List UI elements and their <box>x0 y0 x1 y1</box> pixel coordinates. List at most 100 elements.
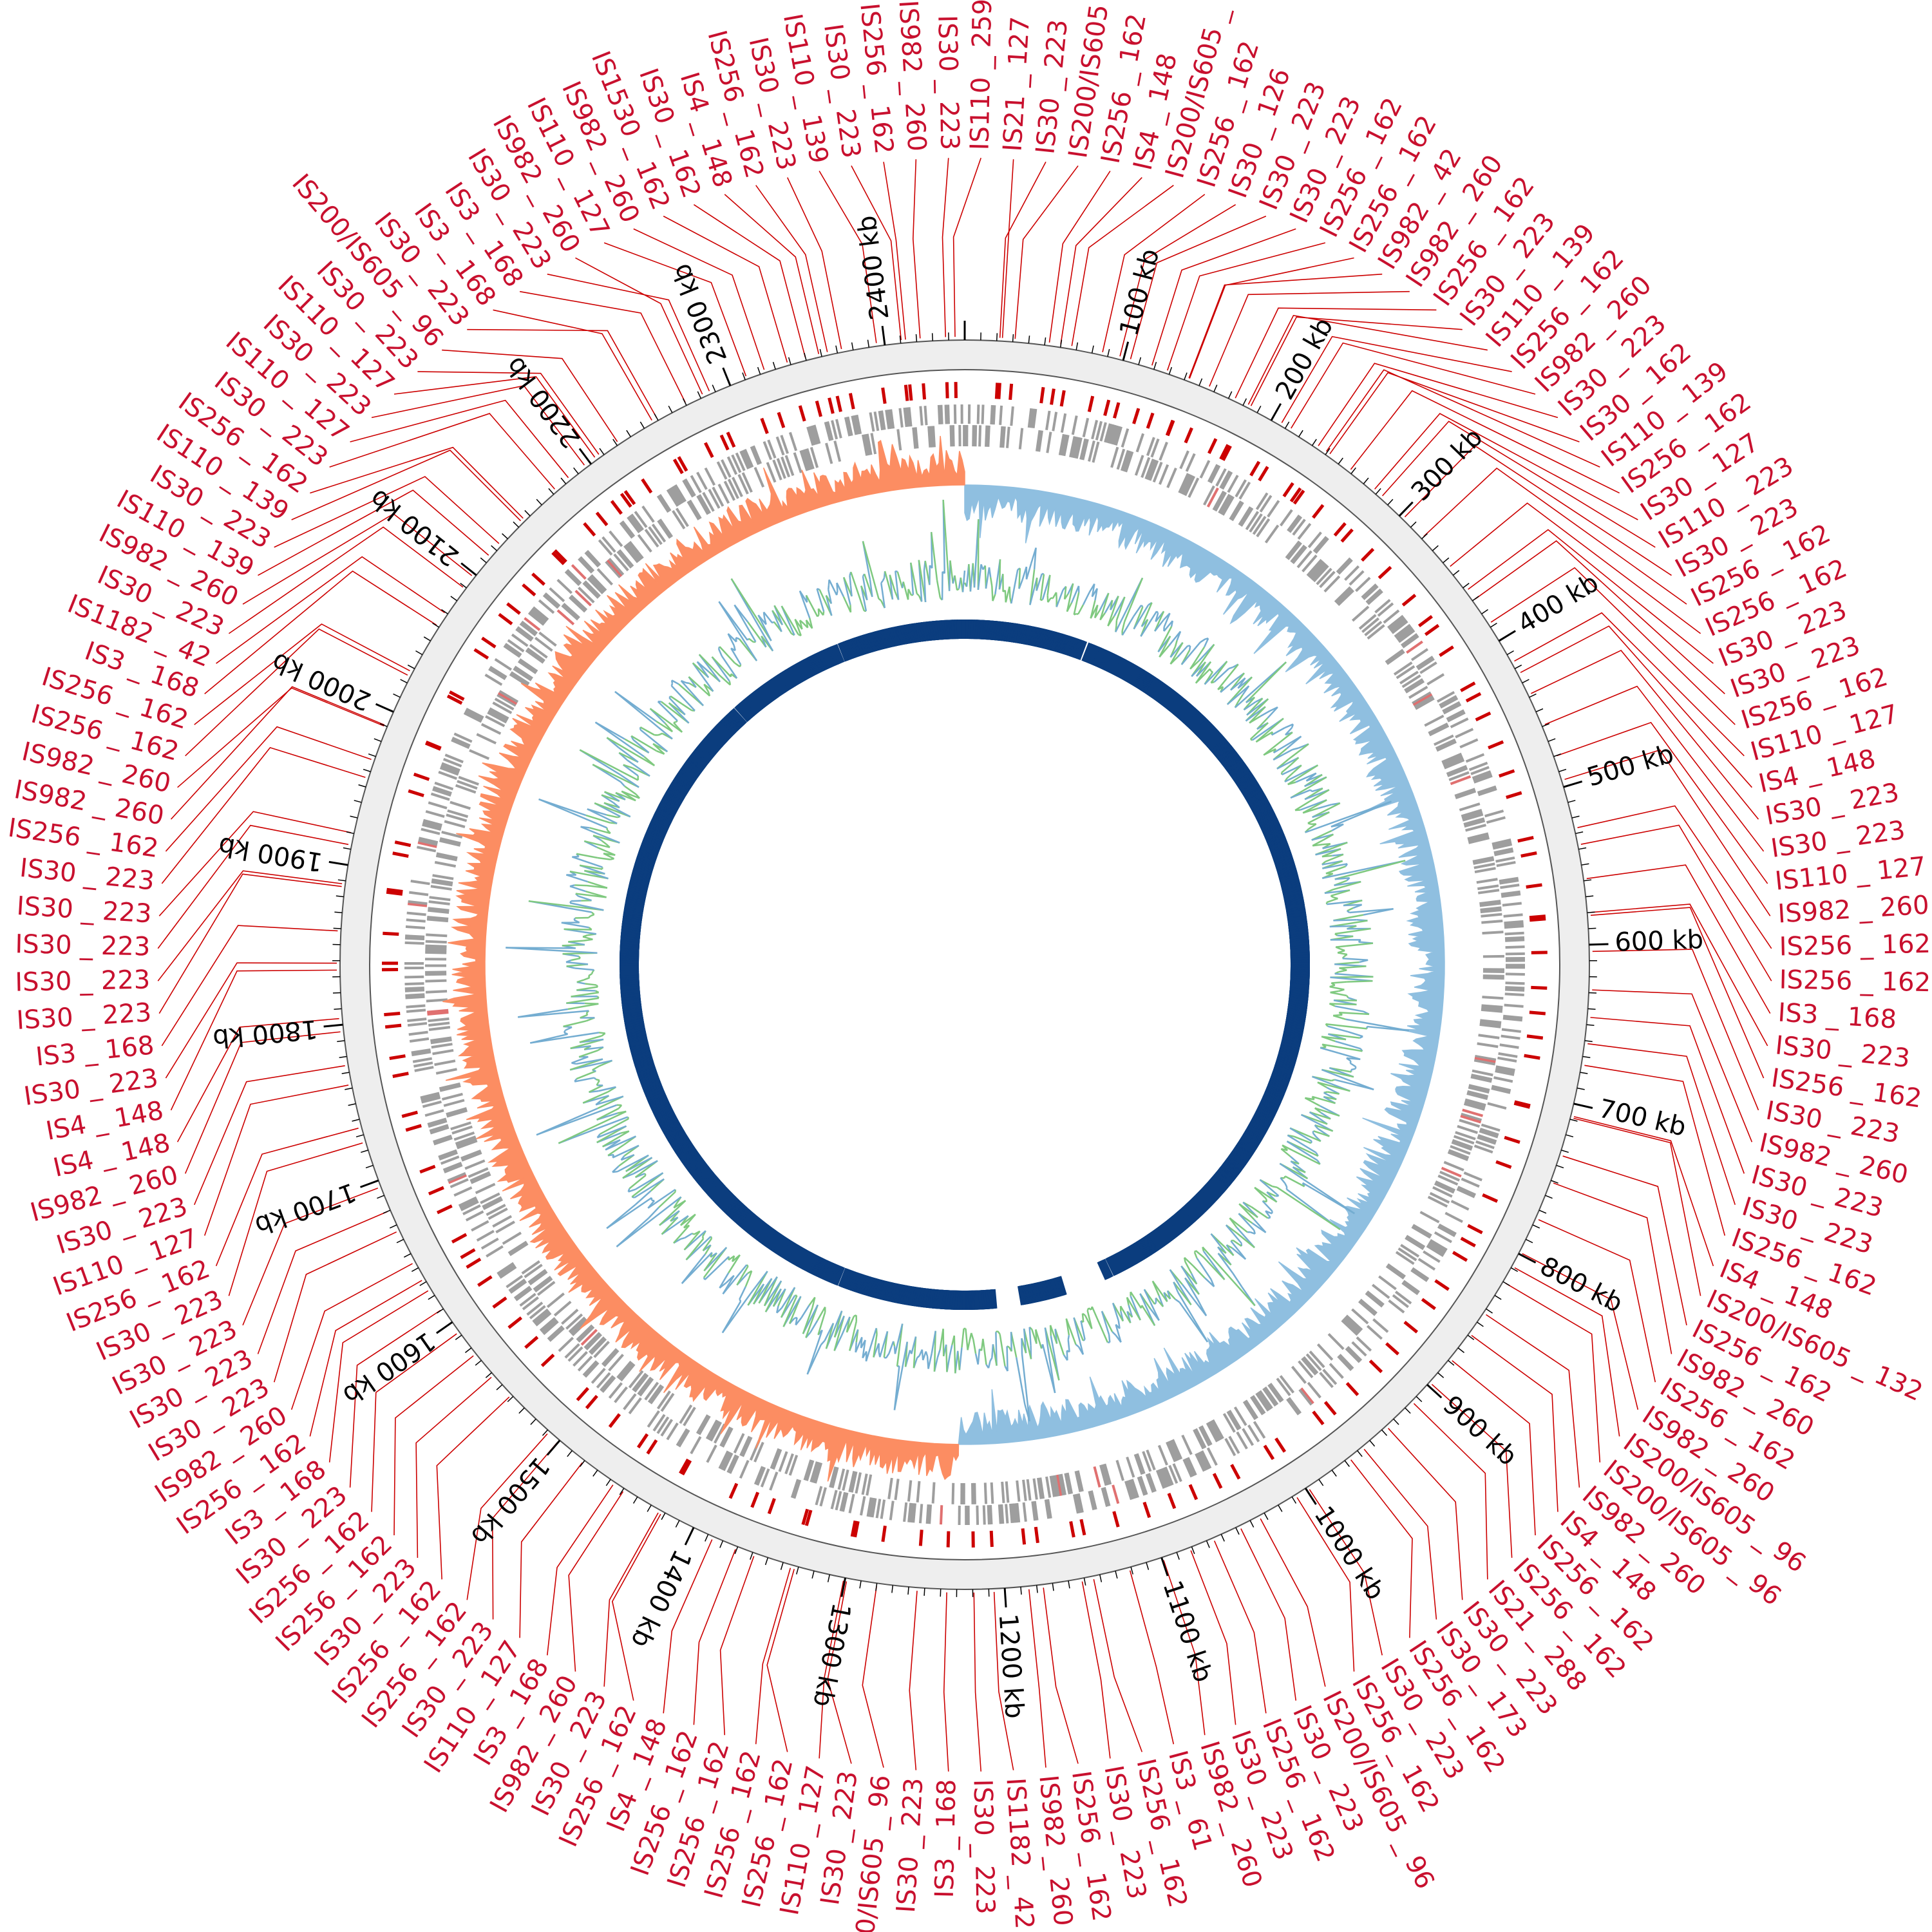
gene-mark <box>1092 441 1100 463</box>
gene-mark <box>1306 558 1323 577</box>
gene-mark <box>1347 1346 1363 1362</box>
gene-mark <box>706 1444 717 1463</box>
gc-content-segment <box>576 979 585 983</box>
gene-mark <box>428 907 450 912</box>
gc-content-segment <box>746 638 750 641</box>
gene-mark <box>1412 693 1433 706</box>
gc-content-segment <box>1029 577 1038 605</box>
is-element-mark <box>1103 399 1111 416</box>
gc-content-segment <box>739 1286 746 1300</box>
gene-mark <box>1416 656 1434 668</box>
gene-mark <box>1290 544 1306 563</box>
gc-content-segment <box>623 764 639 777</box>
minor-tick <box>851 342 854 350</box>
inner-ring-feature <box>907 1286 915 1306</box>
inner-ring-feature <box>635 1063 656 1073</box>
is-element-mark <box>1009 383 1014 401</box>
gene-mark <box>1439 1170 1460 1182</box>
gene-mark <box>1402 634 1419 649</box>
gc-content-segment <box>694 1230 701 1235</box>
minor-tick <box>1432 545 1439 551</box>
minor-tick <box>1569 1119 1578 1122</box>
gene-mark <box>549 587 565 603</box>
tick-label: 1900 kb <box>216 831 325 876</box>
inner-ring-feature <box>1281 1039 1301 1048</box>
inner-ring-feature <box>632 866 653 875</box>
gene-mark <box>417 841 437 848</box>
gene-mark <box>1479 900 1501 905</box>
is-element-mark <box>828 397 835 414</box>
gene-mark <box>1481 913 1502 918</box>
gc-content-segment <box>822 611 825 616</box>
gc-content-segment <box>1327 899 1363 905</box>
gene-mark <box>1406 640 1423 654</box>
gene-mark <box>1498 1052 1518 1058</box>
minor-tick <box>1551 1180 1558 1184</box>
gene-mark <box>1001 1481 1005 1503</box>
gc-content-segment <box>951 1335 955 1345</box>
gc-content-segment <box>571 957 581 961</box>
gc-content-segment <box>1184 1256 1194 1267</box>
inner-ring-feature <box>636 1065 656 1075</box>
gc-content-segment <box>1249 722 1269 740</box>
gene-mark <box>683 1406 696 1426</box>
minor-tick <box>1381 1429 1388 1436</box>
is-connector-line <box>1520 625 1752 788</box>
gene-mark <box>1434 1182 1455 1194</box>
gc-content-segment <box>1329 925 1357 928</box>
gene-mark <box>752 445 762 464</box>
gene-mark <box>1499 1043 1519 1049</box>
minor-tick <box>333 927 341 929</box>
gene-mark <box>1224 1437 1236 1457</box>
gene-mark <box>428 909 450 914</box>
tick-label: 300 kb <box>1406 422 1489 507</box>
gene-mark <box>805 1460 815 1481</box>
gc-content-segment <box>1309 789 1330 802</box>
is-connector-line <box>1151 228 1296 366</box>
gene-mark <box>1477 1042 1499 1048</box>
inner-ring-feature <box>1267 1083 1287 1094</box>
is-element-mark <box>585 1394 598 1410</box>
gc-content-segment <box>1334 1079 1374 1091</box>
inner-ring-feature <box>705 1180 723 1196</box>
gene-mark <box>1480 906 1502 911</box>
is-element-label: IS30 _ 223 <box>932 15 964 151</box>
gene-mark <box>1238 481 1251 500</box>
gc-content-segment <box>1157 626 1173 652</box>
gene-mark <box>1155 1470 1166 1489</box>
gc-content-segment <box>1191 643 1215 677</box>
gene-mark <box>507 639 525 653</box>
gene-mark <box>1455 790 1477 799</box>
gc-content-segment <box>1262 1200 1273 1212</box>
gc-content-segment <box>1217 663 1239 690</box>
gene-mark <box>549 1327 565 1342</box>
gene-mark <box>564 571 580 586</box>
gene-mark <box>435 1068 457 1075</box>
is-element-mark <box>383 931 399 936</box>
is-connector-line <box>215 1128 359 1267</box>
gene-mark <box>529 1271 548 1285</box>
gene-mark <box>1501 1034 1520 1040</box>
major-tick <box>1518 1253 1537 1264</box>
major-tick <box>546 1439 561 1456</box>
gene-mark <box>566 569 582 585</box>
gene-mark <box>601 1348 618 1366</box>
gc-content-segment <box>1140 611 1158 637</box>
is-element-mark <box>1079 1519 1086 1536</box>
minor-tick <box>612 439 618 446</box>
is-element-mark <box>1142 1501 1151 1519</box>
gc-content-segment <box>583 977 590 981</box>
inner-ring-feature <box>664 1125 683 1139</box>
gc-content-segment <box>576 853 598 859</box>
inner-ring-feature <box>1226 1155 1245 1171</box>
gene-mark <box>976 404 980 424</box>
minor-tick <box>389 1224 397 1229</box>
gc-content-segment <box>893 1366 900 1410</box>
gc-content-segment <box>744 1277 750 1287</box>
gc-content-segment <box>1310 789 1312 792</box>
gene-mark <box>1441 1166 1462 1178</box>
minor-tick <box>455 1334 462 1340</box>
gene-mark <box>718 1450 730 1470</box>
gene-mark <box>1081 439 1089 460</box>
gene-mark <box>1195 1428 1207 1448</box>
